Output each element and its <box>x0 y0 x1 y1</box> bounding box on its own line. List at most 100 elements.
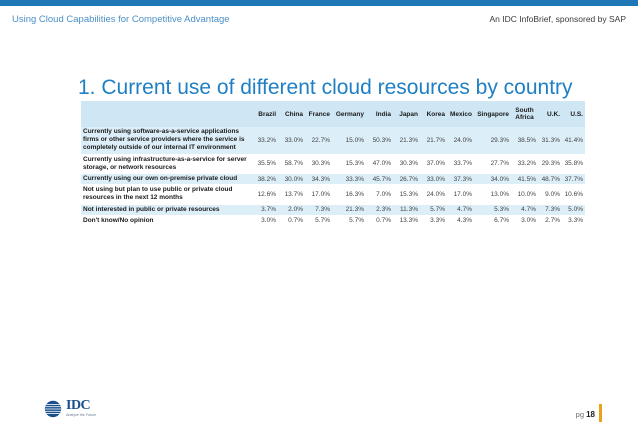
table-cell: 3.3% <box>562 215 585 227</box>
table-cell: 5.7% <box>420 204 447 216</box>
table-cell: 47.0% <box>366 154 393 174</box>
table-cell: 29.3% <box>474 127 511 155</box>
table-cell: 13.3% <box>393 215 420 227</box>
table-cell: 5.0% <box>562 204 585 216</box>
table-cell: 37.3% <box>447 173 474 185</box>
row-label: Currently using infrastructure-as-a-serv… <box>81 154 251 174</box>
row-label: Not interested in public or private reso… <box>81 204 251 216</box>
table-cell: 3.0% <box>511 215 538 227</box>
table-cell: 33.3% <box>332 173 366 185</box>
table-cell: 41.4% <box>562 127 585 155</box>
table-cell: 35.5% <box>251 154 278 174</box>
table-cell: 15.3% <box>393 184 420 205</box>
table-cell: 30.3% <box>393 154 420 174</box>
table-cell: 33.7% <box>447 154 474 174</box>
logo-wordmark: IDC <box>66 398 91 413</box>
table-cell: 24.0% <box>420 184 447 205</box>
column-header: U.S. <box>562 101 585 127</box>
table-cell: 33.2% <box>511 154 538 174</box>
table-cell: 4.7% <box>511 204 538 216</box>
table-cell: 37.7% <box>562 173 585 185</box>
table-cell: 5.3% <box>474 204 511 216</box>
table-cell: 5.7% <box>305 215 332 227</box>
table-cell: 33.0% <box>278 127 305 155</box>
table-cell: 48.7% <box>538 173 562 185</box>
table-cell: 2.0% <box>278 204 305 216</box>
table-cell: 6.7% <box>474 215 511 227</box>
row-label: Currently using software-as-a-service ap… <box>81 127 251 155</box>
table-cell: 11.3% <box>393 204 420 216</box>
table-cell: 3.0% <box>251 215 278 227</box>
document-title: Using Cloud Capabilities for Competitive… <box>12 14 230 25</box>
table-cell: 17.0% <box>305 184 332 205</box>
table-cell: 15.3% <box>332 154 366 174</box>
table-cell: 26.7% <box>393 173 420 185</box>
table-cell: 38.2% <box>251 173 278 185</box>
column-header: China <box>278 101 305 127</box>
column-header: Brazil <box>251 101 278 127</box>
table-cell: 15.0% <box>332 127 366 155</box>
sponsor-note: An IDC InfoBrief, sponsored by SAP <box>489 14 626 24</box>
table-cell: 37.0% <box>420 154 447 174</box>
table-cell: 31.3% <box>538 127 562 155</box>
table-cell: 17.0% <box>447 184 474 205</box>
top-rule <box>0 0 638 6</box>
table-cell: 9.0% <box>538 184 562 205</box>
globe-icon <box>44 400 62 418</box>
table-cell: 7.3% <box>305 204 332 216</box>
table-cell: 29.3% <box>538 154 562 174</box>
table-cell: 58.7% <box>278 154 305 174</box>
table-cell: 30.3% <box>305 154 332 174</box>
table-cell: 3.3% <box>420 215 447 227</box>
column-header: Japan <box>393 101 420 127</box>
table-cell: 21.7% <box>420 127 447 155</box>
column-header: South Africa <box>511 101 538 127</box>
table-cell: 45.7% <box>366 173 393 185</box>
table-cell: 2.3% <box>366 204 393 216</box>
table-cell: 50.3% <box>366 127 393 155</box>
table-row: Currently using infrastructure-as-a-serv… <box>81 154 585 174</box>
row-label: Currently using our own on-premise priva… <box>81 173 251 185</box>
table-cell: 5.7% <box>332 215 366 227</box>
table-cell: 4.3% <box>447 215 474 227</box>
table-cell: 33.0% <box>420 173 447 185</box>
table-cell: 34.0% <box>474 173 511 185</box>
table-cell: 0.7% <box>366 215 393 227</box>
page-number-value: 18 <box>586 410 595 419</box>
table-cell: 21.3% <box>393 127 420 155</box>
country-table: Brazil China France Germany India Japan … <box>81 101 585 227</box>
table-cell: 3.7% <box>251 204 278 216</box>
idc-logo: IDC Analyze the Future <box>44 398 116 422</box>
table-cell: 21.3% <box>332 204 366 216</box>
table-cell: 33.2% <box>251 127 278 155</box>
table-cell: 34.3% <box>305 173 332 185</box>
row-label: Don't know/No opinion <box>81 215 251 227</box>
table-cell: 13.0% <box>474 184 511 205</box>
column-header: India <box>366 101 393 127</box>
table-cell: 7.3% <box>538 204 562 216</box>
table-cell: 0.7% <box>278 215 305 227</box>
table-cell: 30.0% <box>278 173 305 185</box>
table-row: Not interested in public or private reso… <box>81 204 585 216</box>
table-cell: 41.5% <box>511 173 538 185</box>
table-cell: 7.0% <box>366 184 393 205</box>
column-header: Mexico <box>447 101 474 127</box>
column-header: Singapore <box>474 101 511 127</box>
table-cell: 24.0% <box>447 127 474 155</box>
table-cell: 22.7% <box>305 127 332 155</box>
column-header: France <box>305 101 332 127</box>
table-cell: 4.7% <box>447 204 474 216</box>
table-cell: 10.0% <box>511 184 538 205</box>
page-number: pg 18 <box>576 410 595 419</box>
table-cell: 35.8% <box>562 154 585 174</box>
page-marker-bar <box>599 404 602 422</box>
table-cell: 2.7% <box>538 215 562 227</box>
table-row: Currently using software-as-a-service ap… <box>81 127 585 155</box>
table-row: Not using but plan to use public or priv… <box>81 184 585 205</box>
table-cell: 12.6% <box>251 184 278 205</box>
header-blank-cell <box>81 101 251 127</box>
column-header: Korea <box>420 101 447 127</box>
page-title: 1. Current use of different cloud resour… <box>78 76 573 100</box>
table-cell: 13.7% <box>278 184 305 205</box>
column-header: Germany <box>332 101 366 127</box>
